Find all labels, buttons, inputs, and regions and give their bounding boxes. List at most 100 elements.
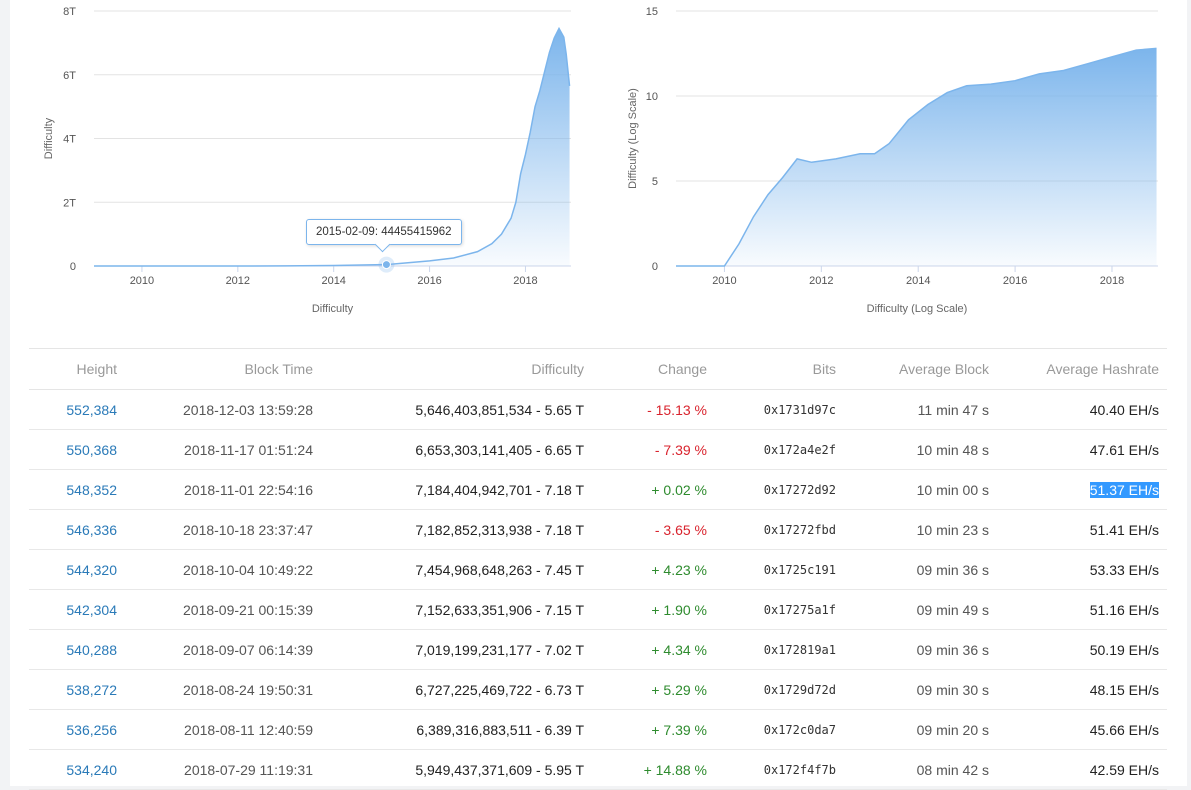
data-point[interactable] <box>964 83 970 89</box>
data-point[interactable] <box>546 49 552 55</box>
change-value: + 1.90 % <box>651 601 707 618</box>
average-block-time: 09 min 36 s <box>916 641 989 658</box>
data-point[interactable] <box>736 241 742 247</box>
data-point[interactable] <box>765 192 771 198</box>
column-header-difficulty[interactable]: Difficulty <box>321 348 592 390</box>
average-hashrate-cell: 48.15 EH/s <box>997 669 1167 710</box>
hover-point[interactable] <box>381 260 391 270</box>
data-point[interactable] <box>988 81 994 87</box>
average-block-time-cell: 11 min 47 s <box>844 389 997 430</box>
block-height-link-cell: 538,272 <box>29 669 125 710</box>
block-height-link[interactable]: 534,240 <box>66 761 117 778</box>
data-point[interactable] <box>518 171 524 177</box>
data-point[interactable] <box>1061 68 1067 74</box>
data-point[interactable] <box>1012 78 1018 84</box>
data-point[interactable] <box>809 159 815 165</box>
data-point[interactable] <box>944 90 950 96</box>
data-point[interactable] <box>857 151 863 157</box>
block-time-cell: 2018-10-18 23:37:47 <box>125 509 321 550</box>
difficulty-log-chart[interactable]: 0 5 10 15 2010 2012 2014 2016 2018 Difficulty (Lo… <box>618 0 1178 330</box>
data-point[interactable] <box>542 69 548 75</box>
average-block-time: 11 min 47 s <box>917 401 989 418</box>
data-point[interactable] <box>1036 71 1042 77</box>
difficulty-chart[interactable]: 0 2T 4T 6T 8T 2010 2012 2014 2016 2018 Difficulty D… <box>30 0 580 330</box>
data-point[interactable] <box>721 263 727 269</box>
block-height-link[interactable]: 550,368 <box>66 441 117 458</box>
change-value-cell: + 5.29 % <box>592 669 715 710</box>
data-point[interactable] <box>567 83 573 89</box>
data-point[interactable] <box>537 88 543 94</box>
data-point[interactable] <box>527 129 533 135</box>
change-value-cell: + 1.90 % <box>592 589 715 630</box>
data-point[interactable] <box>751 214 757 220</box>
data-point[interactable] <box>475 249 481 255</box>
data-point[interactable] <box>673 263 679 269</box>
column-header-average-hashrate[interactable]: Average Hashrate <box>997 348 1167 390</box>
data-point[interactable] <box>1109 54 1115 60</box>
average-hashrate-cell: 51.41 EH/s <box>997 509 1167 550</box>
change-value: + 7.39 % <box>651 721 707 738</box>
data-point[interactable] <box>1085 61 1091 67</box>
data-point[interactable] <box>794 156 800 162</box>
data-point[interactable] <box>833 156 839 162</box>
data-point[interactable] <box>91 263 97 269</box>
difficulty-value-cell: 7,182,852,313,938 - 7.18 T <box>321 509 592 550</box>
data-point[interactable] <box>886 141 892 147</box>
data-point[interactable] <box>139 263 145 269</box>
data-point[interactable] <box>522 151 528 157</box>
data-point[interactable] <box>427 258 433 264</box>
average-block-time-cell: 09 min 30 s <box>844 669 997 710</box>
data-point[interactable] <box>561 34 567 40</box>
block-height-link[interactable]: 552,384 <box>66 401 117 418</box>
data-point[interactable] <box>906 117 912 123</box>
data-point[interactable] <box>556 26 562 32</box>
data-point[interactable] <box>451 255 457 261</box>
data-point[interactable] <box>1154 45 1160 51</box>
y-tick-label: 0 <box>652 261 658 273</box>
block-height-link[interactable]: 544,320 <box>66 561 117 578</box>
difficulty-value-cell: 6,727,225,469,722 - 6.73 T <box>321 669 592 710</box>
data-point[interactable] <box>532 104 538 110</box>
series-line <box>676 47 1157 267</box>
column-header-bits[interactable]: Bits <box>715 348 844 390</box>
block-height-link[interactable]: 542,304 <box>66 601 117 618</box>
average-hashrate-cell: 45.66 EH/s <box>997 709 1167 750</box>
average-block-time: 09 min 49 s <box>916 601 989 618</box>
table-row: 550,368 2018-11-17 01:51:24 6,653,303,141,… <box>29 429 1167 470</box>
column-header-average-block[interactable]: Average Block <box>844 348 997 390</box>
average-block-time: 09 min 30 s <box>916 681 989 698</box>
data-point[interactable] <box>551 35 557 41</box>
block-height-link-cell: 544,320 <box>29 549 125 590</box>
data-point[interactable] <box>925 102 931 108</box>
difficulty-value: 6,653,303,141,405 - 6.65 T <box>415 441 584 458</box>
block-height-link[interactable]: 538,272 <box>66 681 117 698</box>
data-point[interactable] <box>498 231 504 237</box>
data-point[interactable] <box>513 199 519 205</box>
data-point[interactable] <box>283 263 289 269</box>
data-point[interactable] <box>489 241 495 247</box>
block-height-link[interactable]: 546,336 <box>66 521 117 538</box>
bits-value-cell: 0x172f4f7b <box>715 749 844 790</box>
difficulty-value: 7,152,633,351,906 - 7.15 T <box>415 601 584 618</box>
bits-value-cell: 0x1731d97c <box>715 389 844 430</box>
block-height-link[interactable]: 548,352 <box>66 481 117 498</box>
data-point[interactable] <box>235 263 241 269</box>
data-point[interactable] <box>872 151 878 157</box>
column-header-height[interactable]: Height <box>29 348 125 390</box>
average-hashrate: 51.37 EH/s <box>1089 481 1159 498</box>
data-point[interactable] <box>563 51 569 57</box>
data-point[interactable] <box>1133 47 1139 53</box>
x-tick-label: 2018 <box>1100 275 1124 287</box>
block-height-link[interactable]: 540,288 <box>66 641 117 658</box>
block-height-link[interactable]: 536,256 <box>66 721 117 738</box>
y-tick-label: 4T <box>63 134 76 146</box>
data-point[interactable] <box>331 263 337 269</box>
data-point[interactable] <box>187 263 193 269</box>
column-header-change[interactable]: Change <box>592 348 715 390</box>
table-row: 548,352 2018-11-01 22:54:16 7,184,404,942,… <box>29 469 1167 510</box>
average-block-time: 10 min 23 s <box>916 521 989 538</box>
data-point[interactable] <box>508 215 514 221</box>
difficulty-value-cell: 7,019,199,231,177 - 7.02 T <box>321 629 592 670</box>
column-header-block-time[interactable]: Block Time <box>125 348 321 390</box>
data-point[interactable] <box>780 175 786 181</box>
